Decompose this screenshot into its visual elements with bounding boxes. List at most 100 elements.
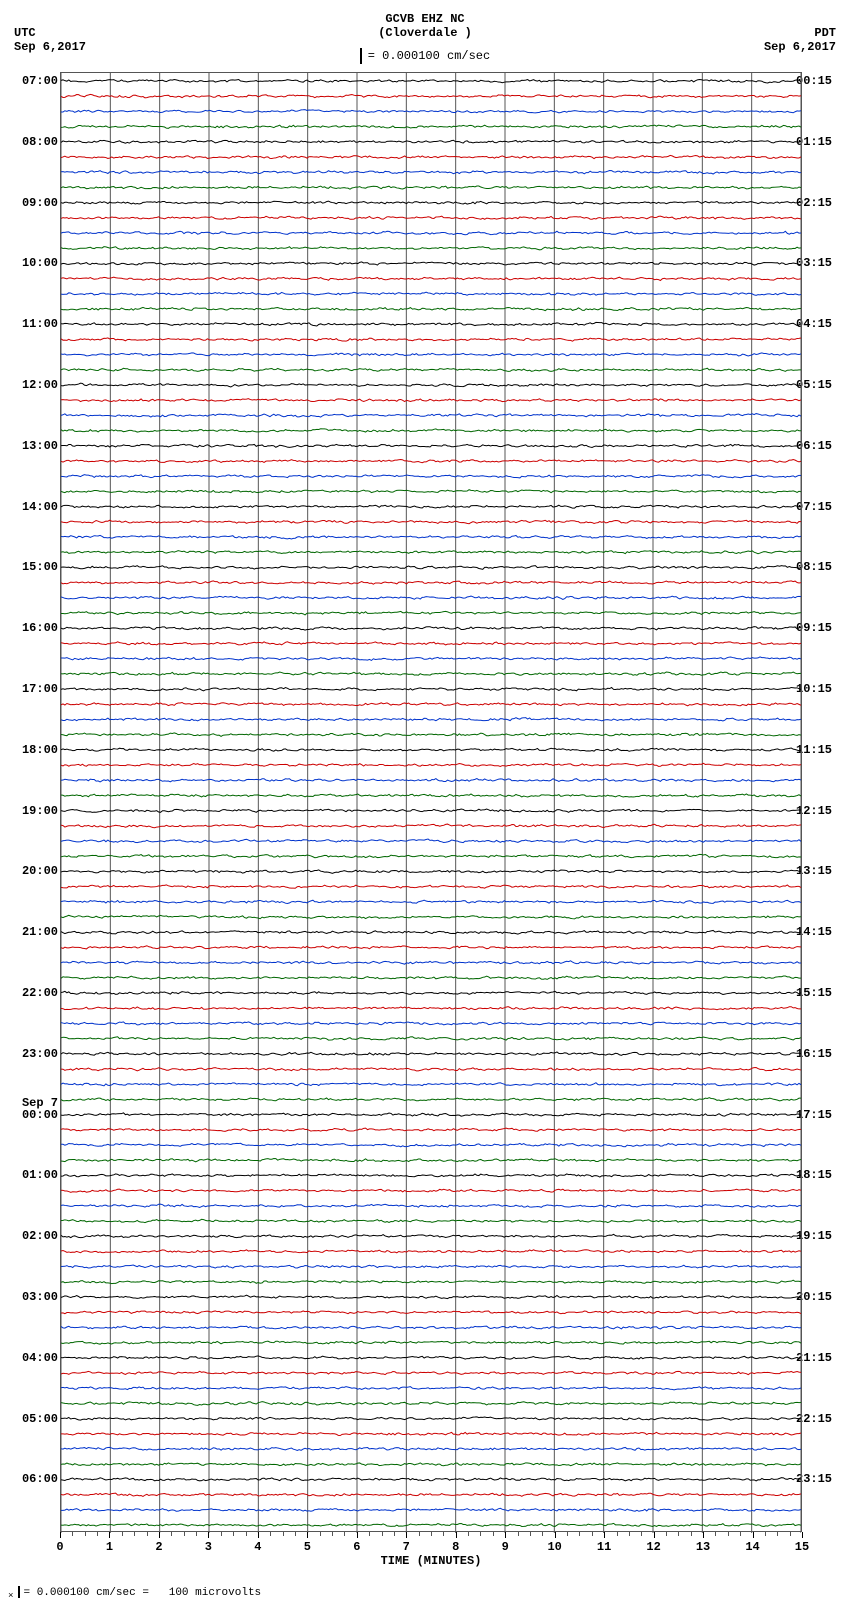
trace-line bbox=[61, 611, 801, 615]
trace-line bbox=[61, 1280, 801, 1283]
left-hour-label: 18:00 bbox=[22, 743, 58, 757]
x-tick-minor bbox=[184, 1532, 185, 1536]
trace-line bbox=[61, 824, 801, 828]
x-tick-minor bbox=[790, 1532, 791, 1536]
x-tick-minor bbox=[518, 1532, 519, 1536]
trace-line bbox=[61, 1326, 801, 1329]
left-hour-label: 11:00 bbox=[22, 317, 58, 331]
x-tick-minor bbox=[85, 1532, 86, 1536]
left-hour-label: 08:00 bbox=[22, 135, 58, 149]
x-tick-minor bbox=[691, 1532, 692, 1536]
x-tick-minor bbox=[344, 1532, 345, 1536]
trace-line bbox=[61, 870, 801, 873]
trace-line bbox=[61, 809, 801, 812]
left-hour-label: 00:00 bbox=[22, 1108, 58, 1122]
trace-line bbox=[61, 1037, 801, 1040]
trace-line bbox=[61, 110, 801, 113]
x-tick-minor bbox=[777, 1532, 778, 1536]
x-tick-minor bbox=[320, 1532, 321, 1536]
x-tick-label: 6 bbox=[353, 1540, 360, 1554]
trace-line bbox=[61, 368, 801, 371]
footer-subscript: × bbox=[8, 1590, 14, 1601]
x-tick-minor bbox=[122, 1532, 123, 1536]
x-tick-minor bbox=[567, 1532, 568, 1536]
x-tick-major bbox=[109, 1532, 110, 1538]
trace-line bbox=[61, 794, 801, 797]
x-tick-minor bbox=[419, 1532, 420, 1536]
left-hour-label: 20:00 bbox=[22, 864, 58, 878]
left-hour-label: 19:00 bbox=[22, 804, 58, 818]
trace-line bbox=[61, 642, 801, 645]
trace-line bbox=[61, 231, 801, 235]
x-tick-label: 10 bbox=[547, 1540, 561, 1554]
trace-line bbox=[61, 687, 801, 690]
x-tick-major bbox=[307, 1532, 308, 1538]
trace-line bbox=[61, 307, 801, 310]
trace-line bbox=[61, 1417, 801, 1420]
trace-line bbox=[61, 991, 801, 994]
x-tick-minor bbox=[369, 1532, 370, 1536]
trace-line bbox=[61, 718, 801, 721]
trace-line bbox=[61, 1295, 801, 1298]
x-tick-minor bbox=[493, 1532, 494, 1536]
trace-line bbox=[61, 1478, 801, 1481]
trace-line bbox=[61, 596, 801, 599]
x-tick-major bbox=[258, 1532, 259, 1538]
trace-line bbox=[61, 672, 801, 675]
x-tick-label: 7 bbox=[403, 1540, 410, 1554]
left-hour-label: 17:00 bbox=[22, 682, 58, 696]
x-tick-label: 8 bbox=[452, 1540, 459, 1554]
trace-line bbox=[61, 460, 801, 463]
trace-line bbox=[61, 779, 801, 782]
trace-line bbox=[61, 322, 801, 326]
x-tick-minor bbox=[431, 1532, 432, 1536]
plot-area: 07:0008:0009:0010:0011:0012:0013:0014:00… bbox=[60, 72, 802, 1532]
x-tick-major bbox=[753, 1532, 754, 1538]
x-tick-major bbox=[208, 1532, 209, 1538]
x-tick-minor bbox=[97, 1532, 98, 1536]
left-hour-label: 13:00 bbox=[22, 439, 58, 453]
trace-line bbox=[61, 1508, 801, 1511]
x-tick-label: 5 bbox=[304, 1540, 311, 1554]
x-tick-major bbox=[357, 1532, 358, 1538]
x-tick-minor bbox=[443, 1532, 444, 1536]
x-tick-minor bbox=[740, 1532, 741, 1536]
x-tick-label: 1 bbox=[106, 1540, 113, 1554]
trace-line bbox=[61, 976, 801, 979]
footer-bar-icon bbox=[18, 1586, 20, 1598]
left-hour-label: 12:00 bbox=[22, 378, 58, 392]
x-tick-major bbox=[456, 1532, 457, 1538]
trace-line bbox=[61, 1265, 801, 1268]
trace-line bbox=[61, 535, 801, 539]
trace-line bbox=[61, 1493, 801, 1496]
x-tick-minor bbox=[283, 1532, 284, 1536]
x-tick-major bbox=[159, 1532, 160, 1538]
trace-line bbox=[61, 1143, 801, 1147]
left-hour-label: 07:00 bbox=[22, 74, 58, 88]
x-tick-minor bbox=[629, 1532, 630, 1536]
trace-line bbox=[61, 551, 801, 554]
trace-line bbox=[61, 733, 801, 736]
scale-text: = 0.000100 cm/sec bbox=[368, 49, 490, 63]
trace-line bbox=[61, 657, 801, 661]
x-tick-label: 13 bbox=[696, 1540, 710, 1554]
x-tick-label: 3 bbox=[205, 1540, 212, 1554]
trace-line bbox=[61, 383, 801, 387]
x-tick-minor bbox=[221, 1532, 222, 1536]
trace-line bbox=[61, 1234, 801, 1237]
trace-line bbox=[61, 702, 801, 705]
x-tick-label: 12 bbox=[646, 1540, 660, 1554]
seismogram-plot bbox=[60, 72, 802, 1532]
right-time-axis: 00:1501:1502:1503:1504:1505:1506:1507:15… bbox=[796, 72, 846, 1532]
trace-line bbox=[61, 1432, 801, 1435]
x-tick-minor bbox=[542, 1532, 543, 1536]
x-tick-minor bbox=[394, 1532, 395, 1536]
trace-line bbox=[61, 505, 801, 508]
x-tick-minor bbox=[171, 1532, 172, 1536]
trace-line bbox=[61, 1523, 801, 1526]
trace-line bbox=[61, 1387, 801, 1390]
x-tick-minor bbox=[641, 1532, 642, 1536]
x-tick-minor bbox=[246, 1532, 247, 1536]
left-hour-label: 10:00 bbox=[22, 256, 58, 270]
trace-line bbox=[61, 262, 801, 265]
